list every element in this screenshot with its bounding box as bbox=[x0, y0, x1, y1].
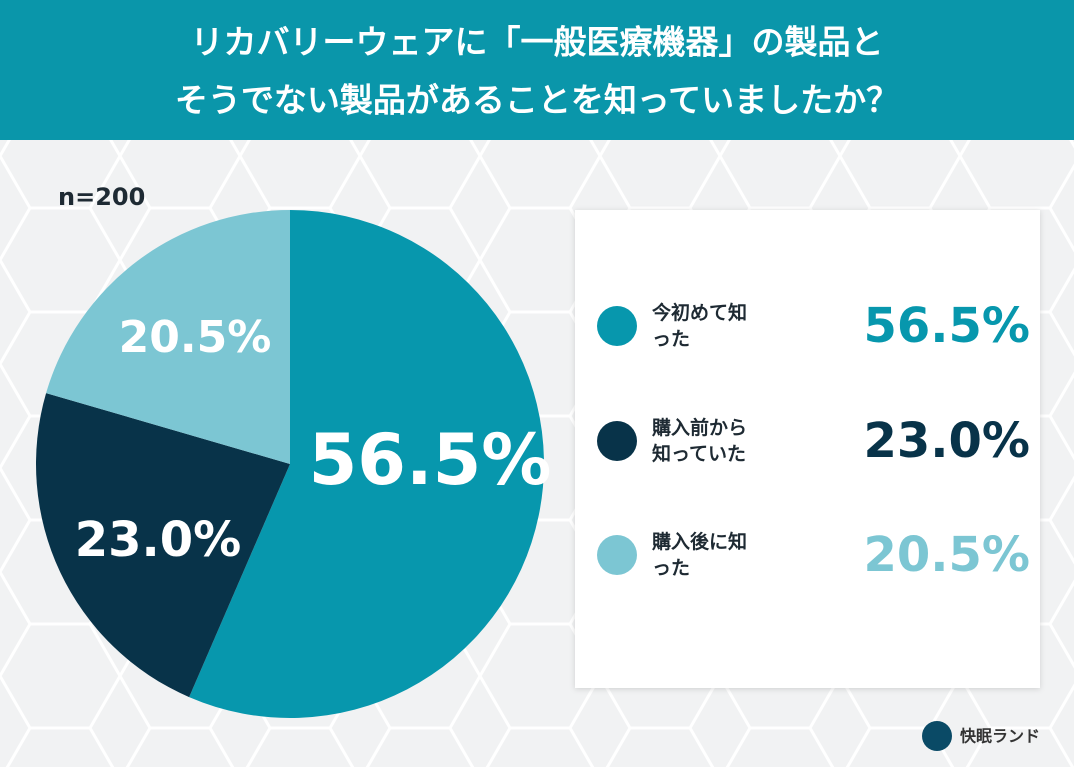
legend-marker bbox=[597, 535, 637, 575]
sample-size: n=200 bbox=[58, 183, 145, 211]
legend-marker bbox=[597, 306, 637, 346]
legend-label: 購入後に知った bbox=[652, 531, 748, 579]
legend-value: 20.5% bbox=[863, 527, 1030, 583]
legend-marker bbox=[597, 421, 637, 461]
legend-value: 23.0% bbox=[863, 413, 1030, 469]
legend-label: 購入前から知っていた bbox=[652, 417, 748, 465]
chart-title: そうでない製品があることを知っていましたか？ bbox=[175, 81, 899, 120]
chart-title: リカバリーウェアに「一般医療機器」の製品と bbox=[191, 23, 884, 62]
legend-value: 56.5% bbox=[863, 298, 1030, 354]
legend-label: 今初めて知った bbox=[652, 302, 748, 350]
logo-text: 快眠ランド bbox=[960, 727, 1040, 746]
slice-label: 23.0% bbox=[75, 512, 242, 568]
legend-box bbox=[575, 210, 1040, 688]
slice-label: 20.5% bbox=[119, 312, 272, 363]
pie-slice bbox=[46, 210, 290, 464]
pie-slice bbox=[189, 210, 544, 718]
header-band bbox=[0, 0, 1074, 140]
pie-slice bbox=[36, 393, 290, 698]
logo-mark bbox=[922, 721, 952, 751]
slice-label: 56.5% bbox=[309, 419, 552, 501]
